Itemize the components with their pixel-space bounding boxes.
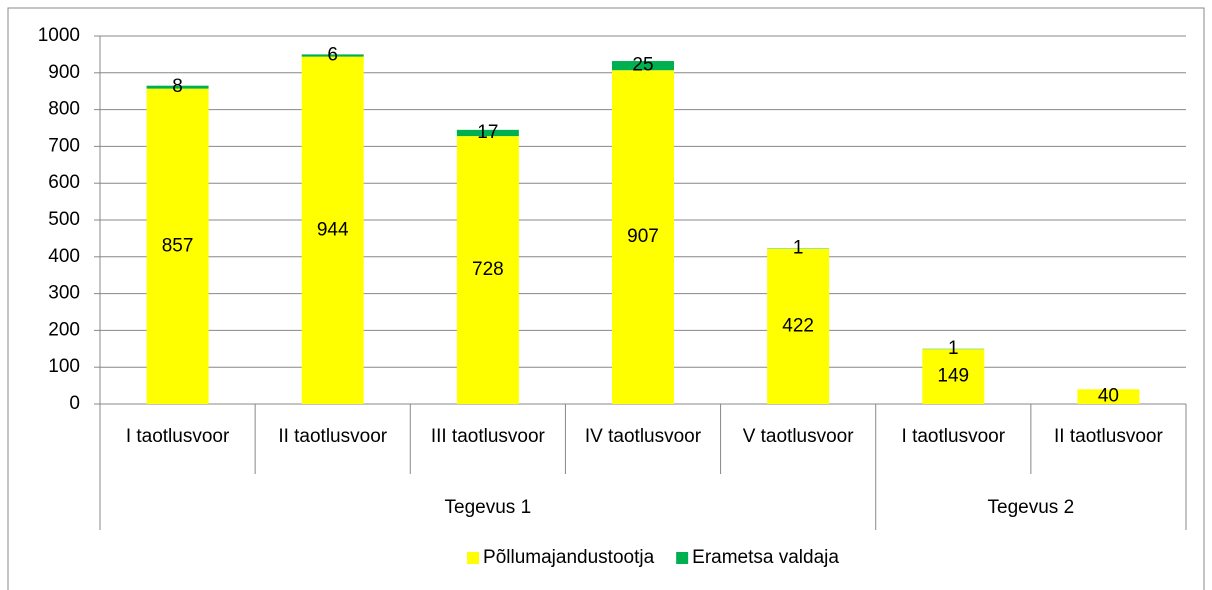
data-label: 422 bbox=[782, 315, 814, 336]
bar-segment bbox=[146, 85, 209, 89]
legend-label: Põllumajandustootja bbox=[483, 547, 655, 568]
data-label: 149 bbox=[937, 366, 969, 387]
legend-swatch bbox=[467, 552, 480, 564]
bar-segment bbox=[612, 61, 674, 71]
x-tick-label: III taotlusvoor bbox=[431, 426, 546, 447]
x-tick-label: II taotlusvoor bbox=[1054, 426, 1163, 447]
data-label: 857 bbox=[162, 235, 194, 256]
x-tick-label: II taotlusvoor bbox=[278, 426, 387, 447]
y-tick-label: 800 bbox=[48, 99, 80, 120]
data-label: 1 bbox=[948, 338, 959, 359]
data-label: 6 bbox=[327, 45, 338, 66]
x-tick-label: I taotlusvoor bbox=[902, 426, 1006, 447]
data-label: 25 bbox=[632, 55, 653, 76]
legend-swatch bbox=[676, 552, 689, 564]
x-tick-label: V taotlusvoor bbox=[743, 426, 855, 447]
y-tick-label: 700 bbox=[48, 135, 80, 156]
bar-segment bbox=[767, 248, 830, 404]
x-tick-label: IV taotlusvoor bbox=[585, 426, 702, 447]
bar-segment bbox=[922, 349, 985, 404]
y-tick-label: 900 bbox=[48, 62, 80, 83]
y-tick-label: 200 bbox=[48, 319, 80, 340]
y-tick-label: 0 bbox=[69, 393, 80, 414]
bar-segment bbox=[146, 88, 209, 405]
y-tick-label: 100 bbox=[48, 356, 80, 377]
data-label: 1 bbox=[793, 238, 804, 259]
bar-segment bbox=[301, 54, 364, 57]
data-label: 17 bbox=[477, 122, 498, 143]
bar-segment bbox=[456, 129, 519, 137]
data-label: 728 bbox=[472, 259, 504, 280]
data-label: 944 bbox=[317, 219, 349, 240]
y-tick-label: 500 bbox=[48, 209, 80, 230]
bar-segment bbox=[456, 136, 519, 404]
data-label: 907 bbox=[627, 226, 659, 247]
x-tick-label: I taotlusvoor bbox=[126, 426, 230, 447]
bar-segment bbox=[301, 56, 364, 404]
data-label: 40 bbox=[1098, 386, 1119, 407]
bar-segment bbox=[612, 70, 674, 404]
legend-label: Erametsa valdaja bbox=[692, 547, 839, 568]
group-label: Tegevus 2 bbox=[988, 497, 1075, 518]
y-tick-label: 300 bbox=[48, 283, 80, 304]
group-label: Tegevus 1 bbox=[445, 497, 532, 518]
data-label: 8 bbox=[172, 76, 183, 97]
y-tick-label: 600 bbox=[48, 172, 80, 193]
y-tick-label: 1000 bbox=[38, 25, 80, 46]
bar-segment bbox=[1077, 389, 1140, 404]
y-tick-label: 400 bbox=[48, 246, 80, 267]
